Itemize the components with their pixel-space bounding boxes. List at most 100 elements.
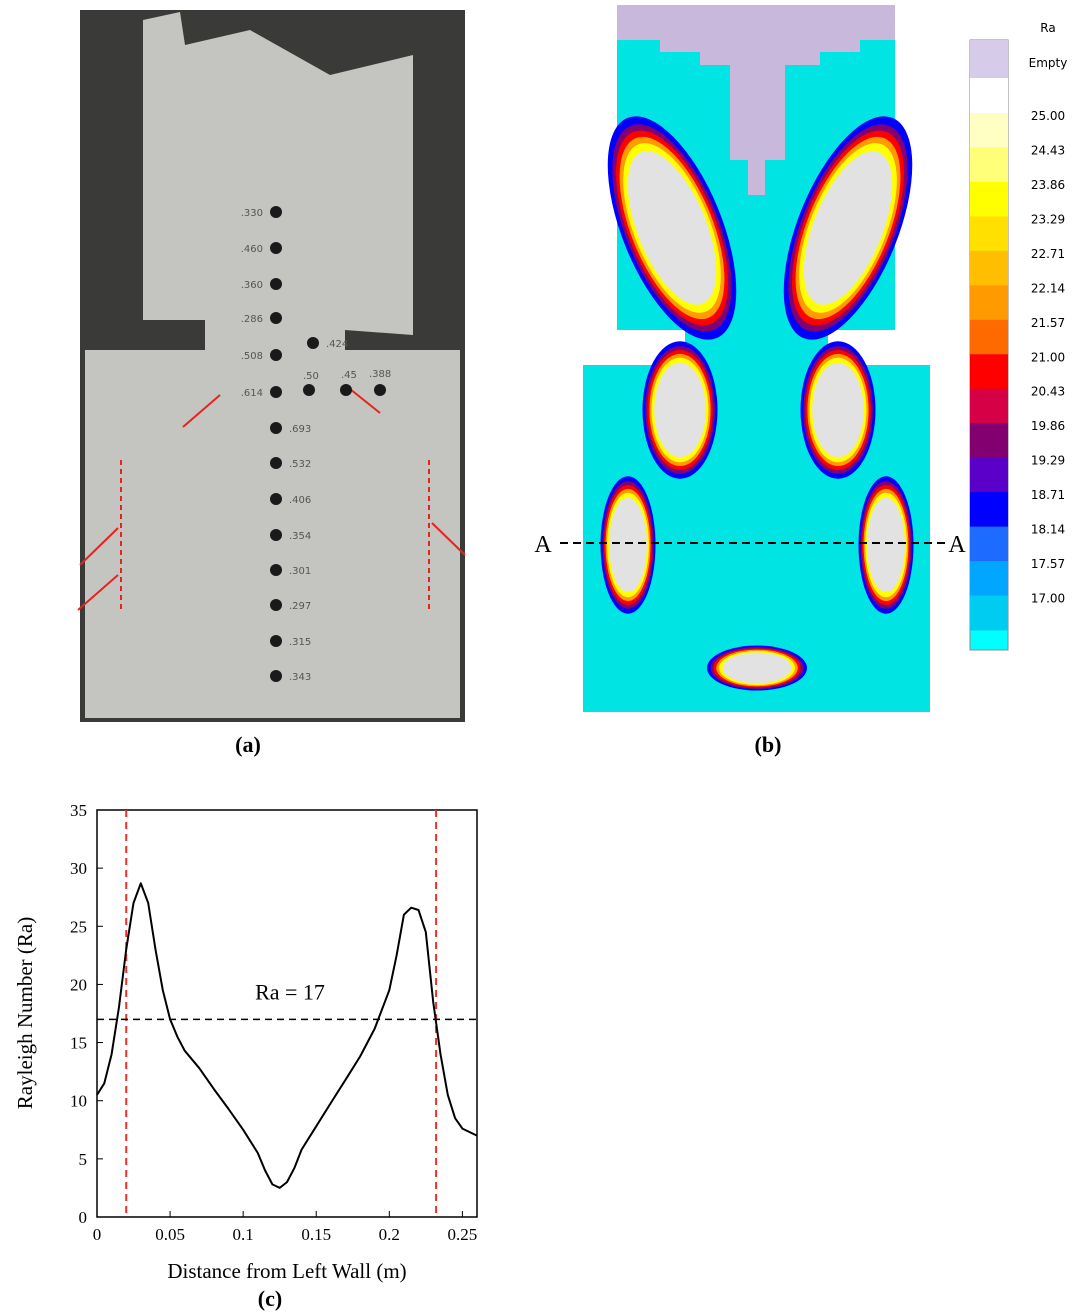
colorbar-swatch (970, 113, 1008, 148)
colorbar-swatch (970, 182, 1008, 217)
panel-label: (c) (258, 1286, 282, 1311)
hole (307, 337, 319, 349)
colorbar-swatch (970, 389, 1008, 424)
contour-band (812, 363, 864, 458)
y-tick-label: 20 (70, 975, 87, 994)
x-tick-label: 0.1 (233, 1225, 254, 1244)
y-tick-label: 5 (79, 1150, 88, 1169)
hole-label: .45 (341, 370, 357, 381)
colorbar-swatch (970, 492, 1008, 527)
y-tick-label: 35 (70, 801, 87, 820)
x-tick-label: 0.25 (448, 1225, 478, 1244)
figure: .330 .460 .360 .286 .424 .508 .50 .45 .388 .614 .6… (0, 0, 1075, 1316)
colorbar-swatch (970, 596, 1008, 631)
hole (270, 564, 282, 576)
colorbar-label: 20.43 (1031, 385, 1065, 399)
hole-label: .614 (241, 388, 263, 399)
x-tick-label: 0 (93, 1225, 102, 1244)
hole-label: .424 (326, 339, 348, 350)
hole (270, 422, 282, 434)
colorbar-swatch (970, 458, 1008, 493)
hole-label: .297 (289, 601, 311, 612)
hole (270, 312, 282, 324)
colorbar-swatch (970, 527, 1008, 562)
colorbar-swatch (970, 423, 1008, 458)
colorbar-label: 25.00 (1031, 109, 1065, 123)
contour-band (723, 653, 792, 684)
data-line (97, 883, 477, 1188)
colorbar-empty-swatch (970, 40, 1008, 78)
y-tick-label: 30 (70, 859, 87, 878)
y-tick-label: 0 (79, 1208, 88, 1227)
annotation: Ra = 17 (255, 979, 325, 1004)
colorbar-title: Ra (1040, 21, 1055, 35)
hole-label: .406 (289, 495, 311, 506)
colorbar-swatch (970, 561, 1008, 596)
colorbar-label: 17.57 (1031, 557, 1065, 571)
hole (270, 278, 282, 290)
colorbar-label: 22.14 (1031, 281, 1065, 295)
hole (270, 599, 282, 611)
hole (270, 635, 282, 647)
hole-label: .315 (289, 637, 311, 648)
colorbar-label: 18.14 (1031, 523, 1065, 537)
line-chart: Distance from Left Wall (m) Rayleigh Num… (13, 801, 477, 1283)
hole-label: .354 (289, 531, 311, 542)
colorbar-swatch (970, 216, 1008, 251)
hole (270, 349, 282, 361)
x-tick-label: 0.15 (301, 1225, 331, 1244)
y-tick-label: 10 (70, 1092, 87, 1111)
x-tick-label: 0.2 (379, 1225, 400, 1244)
hole-label: .286 (241, 314, 263, 325)
hole-label: .50 (303, 371, 319, 382)
x-axis-label: Distance from Left Wall (m) (167, 1259, 406, 1283)
hole (270, 386, 282, 398)
section-label: A (534, 532, 552, 558)
hole (303, 384, 315, 396)
hole (374, 384, 386, 396)
colorbar-swatch (970, 147, 1008, 182)
hole (270, 242, 282, 254)
y-axis-label: Rayleigh Number (Ra) (13, 917, 37, 1109)
colorbar-label: 21.00 (1031, 350, 1065, 364)
hole-label: .508 (241, 351, 263, 362)
plot-frame (97, 810, 477, 1217)
panel-label: (a) (235, 732, 261, 757)
colorbar-label: Empty (1029, 56, 1068, 70)
colorbar-label: 22.71 (1031, 247, 1065, 261)
hole-label: .343 (289, 672, 311, 683)
hole (270, 206, 282, 218)
colorbar-swatch (970, 285, 1008, 320)
colorbar-label: 23.29 (1031, 212, 1065, 226)
section-label: A (948, 532, 966, 558)
hole-label: .460 (241, 244, 263, 255)
colorbar-swatch (970, 251, 1008, 286)
contour-band (867, 498, 905, 593)
colorbar-label: 18.71 (1031, 488, 1065, 502)
hole-label: .388 (369, 369, 391, 380)
contour-band (609, 498, 647, 593)
colorbar-gap (970, 78, 1008, 113)
colorbar-label: 23.86 (1031, 178, 1065, 192)
contour-band (654, 363, 706, 458)
hole (270, 457, 282, 469)
hole (340, 384, 352, 396)
hole-label: .693 (289, 424, 311, 435)
y-tick-label: 25 (70, 917, 87, 936)
hole-label: .532 (289, 459, 311, 470)
panel-label: (b) (755, 732, 782, 757)
hole-label: .301 (289, 566, 311, 577)
hole (270, 493, 282, 505)
colorbar-label: 24.43 (1031, 143, 1065, 157)
colorbar-label: 21.57 (1031, 316, 1065, 330)
colorbar-label: 19.29 (1031, 454, 1065, 468)
hole (270, 529, 282, 541)
colorbar: Ra Empty 25.00 24.43 23.86 23.29 22.71 22.14 21… (970, 21, 1067, 650)
x-tick-label: 0.05 (155, 1225, 185, 1244)
colorbar-swatch (970, 354, 1008, 389)
hole-label: .360 (241, 280, 263, 291)
hole (270, 670, 282, 682)
colorbar-label: 17.00 (1031, 592, 1065, 606)
hole-label: .330 (241, 208, 263, 219)
colorbar-label: 19.86 (1031, 419, 1065, 433)
